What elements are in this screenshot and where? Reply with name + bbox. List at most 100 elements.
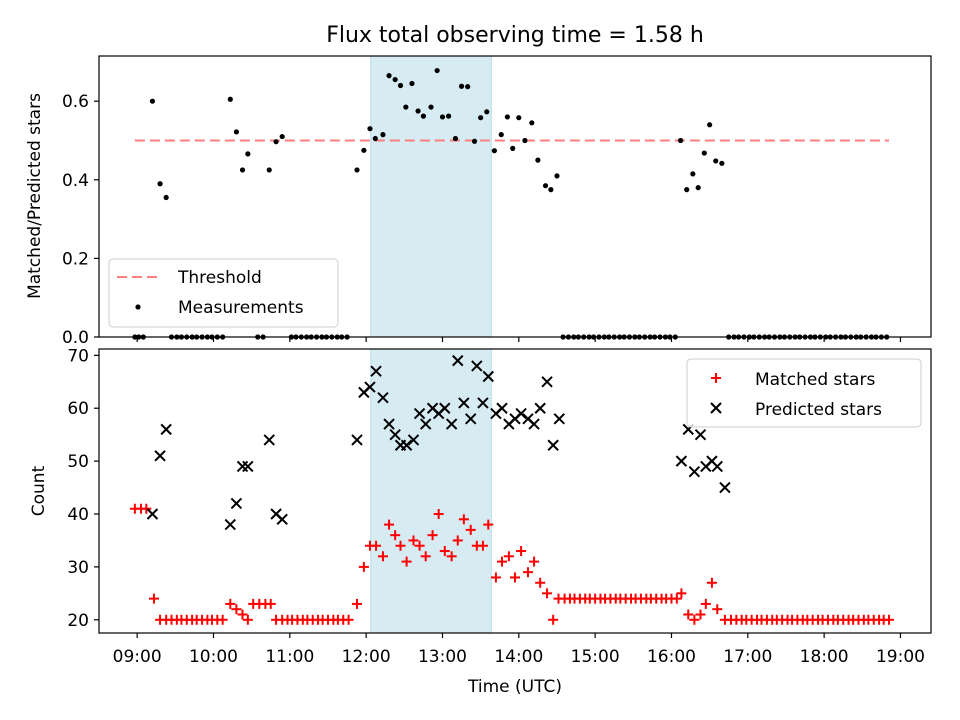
measurement-point xyxy=(392,76,398,83)
predicted-stars-point xyxy=(541,376,553,388)
measurement-point xyxy=(439,114,446,120)
measurement-point xyxy=(701,150,707,156)
predicted-stars-point xyxy=(364,381,376,393)
measurement-point xyxy=(522,137,528,144)
measurement-point xyxy=(233,129,239,135)
bottom-y-tick-label: 70 xyxy=(67,346,89,366)
top-legend: Threshold Measurements xyxy=(108,258,339,328)
matched-stars-point xyxy=(503,551,514,562)
bottom-shaded-interval xyxy=(370,348,492,634)
top-x-ticks xyxy=(136,337,902,342)
matched-stars-point xyxy=(477,540,488,551)
matched-stars-point xyxy=(433,509,444,520)
matched-stars-point xyxy=(712,604,723,615)
bottom-y-label: Count xyxy=(29,465,49,516)
matched-stars-point xyxy=(695,609,706,620)
predicted-stars-point xyxy=(154,450,166,462)
matched-stars-point xyxy=(683,609,694,620)
predicted-legend-label: Predicted stars xyxy=(755,400,882,420)
measurement-point xyxy=(498,132,504,138)
top-y-label: Matched/Predicted stars xyxy=(25,93,45,299)
predicted-stars-point xyxy=(547,439,559,451)
measurement-point xyxy=(548,187,554,193)
measurement-point xyxy=(690,171,696,177)
measurement-point xyxy=(434,67,440,74)
predicted-stars-point xyxy=(407,434,420,446)
predicted-stars-point xyxy=(528,418,540,430)
matched-stars-point xyxy=(231,604,242,615)
measurement-point xyxy=(707,122,713,128)
measurement-point xyxy=(266,167,272,173)
measurement-point xyxy=(516,115,522,121)
predicted-legend-swatch xyxy=(710,402,722,414)
matched-stars-point xyxy=(490,572,501,583)
predicted-stars-point xyxy=(242,460,254,473)
matched-stars-point xyxy=(377,551,388,562)
measurements-legend-swatch xyxy=(135,304,141,310)
matched-stars-point xyxy=(420,551,431,562)
measurement-point xyxy=(380,132,386,138)
measurement-point xyxy=(542,183,549,189)
matched-stars-point xyxy=(671,593,682,604)
matched-stars-point xyxy=(465,524,476,535)
chart-title: Flux total observing time = 1.58 h xyxy=(326,23,704,48)
predicted-stars-point xyxy=(458,397,470,409)
bottom-y-tick-label: 40 xyxy=(67,505,89,525)
measurement-point xyxy=(273,139,279,145)
x-tick-label: 12:00 xyxy=(342,647,391,667)
matched-stars-point xyxy=(141,503,152,514)
top-y-ticks: 0.0 0.2 0.4 0.6 xyxy=(62,92,99,348)
matched-stars-point xyxy=(148,593,159,604)
measurement-point xyxy=(484,109,490,115)
bottom-y-tick-label: 30 xyxy=(67,558,89,578)
matched-stars-point xyxy=(529,556,540,567)
measurement-point xyxy=(367,126,373,132)
matched-stars-point xyxy=(689,614,700,625)
top-axes-frame xyxy=(98,55,932,338)
matched-stars-point xyxy=(452,535,463,546)
matched-stars-point xyxy=(522,567,533,578)
matched-stars-point xyxy=(535,577,546,588)
measurement-point xyxy=(510,145,516,151)
top-y-tick-label: 0.0 xyxy=(62,328,89,348)
measurement-point xyxy=(713,158,719,164)
predicted-stars-point xyxy=(230,497,243,510)
measurement-point xyxy=(415,108,421,114)
predicted-stars-point xyxy=(146,508,159,520)
matched-stars-point xyxy=(358,561,369,572)
predicted-stars-point xyxy=(465,413,477,425)
measurement-point xyxy=(465,84,471,90)
predicted-stars-point xyxy=(439,402,451,414)
measurement-point xyxy=(149,98,156,104)
matched-stars-point xyxy=(265,598,276,609)
matched-stars-points xyxy=(129,503,895,625)
predicted-stars-point xyxy=(413,407,426,420)
matched-stars-point xyxy=(427,530,438,541)
predicted-stars-point xyxy=(482,370,494,383)
predicted-stars-point xyxy=(383,418,395,430)
bottom-x-ticks: 09:00 10:00 11:00 12:00 13:00 14:00 15:00 16:00… xyxy=(113,633,925,667)
matched-stars-point xyxy=(408,535,419,546)
matched-stars-point xyxy=(414,540,425,551)
bottom-panel: 20 30 40 50 60 70 09:00 10:00 11:00 12:00 13:00 14… xyxy=(29,346,932,697)
measurement-point xyxy=(491,148,497,154)
top-shaded-interval xyxy=(370,55,492,338)
measurement-point xyxy=(279,133,285,140)
measurement-point xyxy=(504,114,510,120)
measurement-point xyxy=(239,167,246,173)
predicted-stars-point xyxy=(389,428,401,441)
predicted-stars-point xyxy=(719,481,731,494)
predicted-stars-point xyxy=(419,418,432,430)
measurement-point xyxy=(684,187,690,193)
bottom-legend-box xyxy=(686,358,922,428)
matched-stars-point xyxy=(371,540,382,551)
measurement-point xyxy=(529,120,535,126)
measurement-point xyxy=(678,137,684,144)
matched-stars-point xyxy=(390,530,401,541)
matched-stars-point xyxy=(217,614,228,625)
matched-stars-point xyxy=(458,514,469,525)
x-tick-label: 09:00 xyxy=(113,647,162,667)
top-y-tick-label: 0.6 xyxy=(62,92,89,112)
measurement-point xyxy=(478,115,484,121)
measurement-point xyxy=(386,73,392,79)
